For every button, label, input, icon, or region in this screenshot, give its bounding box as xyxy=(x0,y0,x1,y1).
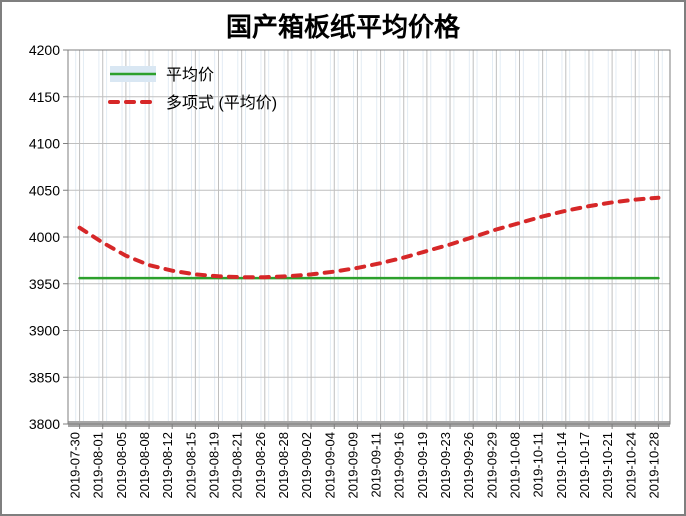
x-tick-label: 2019-09-16 xyxy=(392,432,407,499)
x-tick-label: 2019-09-09 xyxy=(345,432,360,499)
x-tick-label: 2019-08-21 xyxy=(230,432,245,499)
x-tick-label: 2019-07-30 xyxy=(68,432,83,499)
x-tick-label: 2019-10-08 xyxy=(508,432,523,499)
legend-label: 多项式 (平均价) xyxy=(166,94,277,112)
x-tick-label: 2019-09-23 xyxy=(438,432,453,499)
chart-svg: 3800 3850 3900 3950 4000 4050 4100 4150 4200 2019… xyxy=(0,0,686,516)
y-tick-label: 3800 xyxy=(29,416,60,432)
x-tick-label: 2019-08-12 xyxy=(160,432,175,499)
y-tick-label: 4100 xyxy=(29,136,60,152)
x-tick-label: 2019-08-08 xyxy=(137,432,152,499)
x-tick-label: 2019-10-11 xyxy=(531,432,546,498)
x-tick-label: 2019-10-17 xyxy=(577,432,592,499)
x-tick-label: 2019-09-29 xyxy=(484,432,499,499)
x-tick-label: 2019-08-01 xyxy=(91,432,106,499)
x-tick-label: 2019-10-28 xyxy=(646,432,661,499)
y-tick-label: 3850 xyxy=(29,369,60,385)
chart-title: 国产箱板纸平均价格 xyxy=(226,12,461,42)
y-tick-label: 4050 xyxy=(29,182,60,198)
x-tick-label: 2019-09-26 xyxy=(461,432,476,499)
x-tick-label: 2019-10-21 xyxy=(600,432,615,499)
x-tick-label: 2019-09-02 xyxy=(299,432,314,499)
y-tick-label: 3950 xyxy=(29,276,60,292)
x-tick-label: 2019-09-19 xyxy=(415,432,430,499)
x-tick-label: 2019-08-05 xyxy=(114,432,129,499)
x-tick-label: 2019-08-26 xyxy=(253,432,268,499)
x-tick-label: 2019-10-14 xyxy=(554,432,569,499)
y-tick-label: 4000 xyxy=(29,229,60,245)
legend-label: 平均价 xyxy=(166,66,214,84)
y-tick-label: 4200 xyxy=(29,42,60,58)
x-tick-label: 2019-08-15 xyxy=(183,432,198,499)
chart-container: 3800 3850 3900 3950 4000 4050 4100 4150 4200 2019… xyxy=(0,0,686,516)
y-tick-label: 3900 xyxy=(29,323,60,339)
x-tick-label: 2019-10-24 xyxy=(623,432,638,499)
x-tick-label: 2019-09-11 xyxy=(369,432,384,498)
x-tick-label: 2019-08-19 xyxy=(207,432,222,499)
x-tick-label: 2019-08-28 xyxy=(276,432,291,499)
x-tick-label: 2019-09-04 xyxy=(322,432,337,499)
y-tick-label: 4150 xyxy=(29,89,60,105)
